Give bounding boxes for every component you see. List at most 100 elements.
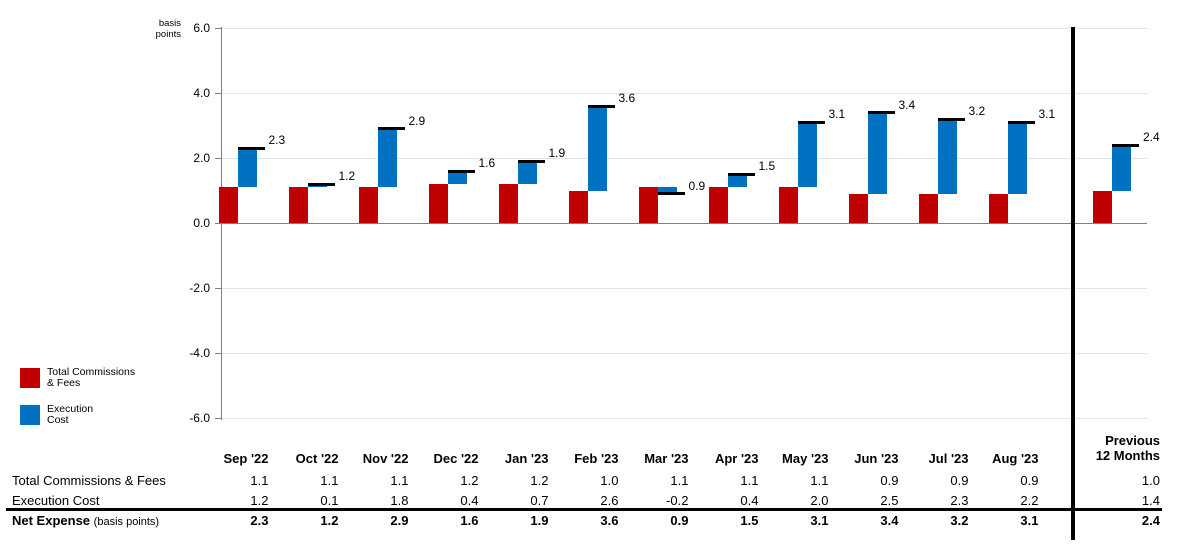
bar-total-commissions-fees <box>638 187 658 224</box>
table-cell: 2.9 <box>390 513 409 528</box>
y-axis-tick <box>214 288 221 289</box>
net-expense-marker <box>517 159 545 163</box>
table-col-header-previous: Previous <box>1105 433 1160 448</box>
table-cell: 1.1 <box>250 473 269 488</box>
table-cell: 2.3 <box>250 513 269 528</box>
table-col-header: Oct '22 <box>295 451 339 466</box>
net-expense-value-label: 3.1 <box>1038 107 1056 122</box>
bar-execution-cost <box>797 122 817 188</box>
table-col-header: Jun '23 <box>854 451 899 466</box>
net-expense-value-label: 1.2 <box>338 169 356 183</box>
bar-total-commissions-fees <box>848 193 868 224</box>
table-cell: 3.2 <box>950 513 969 528</box>
table-cell: 1.8 <box>390 493 409 508</box>
table-cell: 2.3 <box>950 493 969 508</box>
bar-execution-cost <box>657 187 677 194</box>
table-cell: 1.1 <box>810 473 829 488</box>
table-cell: 0.7 <box>530 493 549 508</box>
table-col-header: May '23 <box>782 451 829 466</box>
table-cell: 2.6 <box>600 493 619 508</box>
table-cell: 1.1 <box>740 473 759 488</box>
table-cell-previous: 2.4 <box>1141 513 1160 528</box>
table-cell: 2.2 <box>1020 493 1039 508</box>
table-col-header: Dec '22 <box>433 451 479 466</box>
net-expense-value-label: 2.3 <box>268 133 286 148</box>
gridline <box>220 353 1147 354</box>
table-col-header: Jul '23 <box>928 451 969 466</box>
execution-cost-swatch-icon <box>20 405 40 425</box>
net-expense-marker <box>797 120 825 124</box>
bar-total-commissions-fees <box>358 187 378 224</box>
net-expense-marker <box>1112 143 1139 147</box>
y-axis-tick-label: -2.0 <box>189 281 210 295</box>
zero-axis-line <box>220 223 1147 224</box>
bar-execution-cost <box>447 171 467 184</box>
legend-text-line: Execution <box>47 403 94 415</box>
y-axis-tick-label: 6.0 <box>193 21 210 35</box>
table-cell: 1.6 <box>460 513 479 528</box>
net-expense-marker <box>727 172 755 176</box>
net-expense-value-label: 0.9 <box>688 178 706 193</box>
net-expense-marker <box>867 111 895 114</box>
total-commissions-fees-swatch-icon <box>20 368 40 388</box>
bar-execution-cost <box>867 112 887 194</box>
y-axis-tick <box>214 28 221 29</box>
legend-item-execution-cost: Execution Cost <box>20 404 93 426</box>
net-expense-marker <box>587 104 615 108</box>
bar-total-commissions-fees <box>918 193 938 224</box>
bar-total-commissions-fees <box>778 187 798 224</box>
net-expense-marker <box>377 127 405 131</box>
net-expense-marker <box>307 182 335 186</box>
y-axis-tick <box>214 353 221 354</box>
table-cell: 0.4 <box>740 493 759 508</box>
net-expense-value-label: 3.1 <box>828 107 846 122</box>
table-cell-previous: 1.0 <box>1141 473 1160 488</box>
bar-execution-cost <box>1007 122 1027 194</box>
y-axis-tick <box>214 223 221 224</box>
table-cell: 1.2 <box>460 473 479 488</box>
gridline <box>220 288 1147 289</box>
row-label-execution-cost: Execution Cost <box>12 493 100 508</box>
gridline <box>220 93 1147 94</box>
row-label-net-expense: Net Expense (basis points) <box>12 514 159 529</box>
table-col-header: Feb '23 <box>574 451 619 466</box>
table-cell: 1.1 <box>390 473 409 488</box>
bar-total-commissions-fees <box>988 193 1008 224</box>
y-axis-tick-label: 4.0 <box>193 86 210 100</box>
row-label-total-commissions-fees: Total Commissions & Fees <box>12 473 166 488</box>
bar-execution-cost <box>727 174 747 188</box>
bar-execution-cost <box>307 184 327 188</box>
net-expense-value-label: 1.5 <box>758 159 776 174</box>
net-expense-label-text: Net Expense <box>12 513 91 528</box>
table-cell: 3.4 <box>880 513 899 528</box>
bar-execution-cost <box>587 106 607 191</box>
bar-total-commissions-fees <box>498 184 518 223</box>
table-cell: 0.9 <box>950 473 969 488</box>
gridline <box>220 28 1147 29</box>
table-cell: 2.5 <box>880 493 899 508</box>
table-total-divider-line <box>6 508 1162 511</box>
y-axis-tick-label: 2.0 <box>193 151 210 165</box>
bar-total-commissions-fees <box>218 187 238 224</box>
net-expense-marker <box>237 146 265 150</box>
y-axis-tick-label: -4.0 <box>189 346 210 360</box>
table-cell: 1.2 <box>530 473 549 488</box>
table-col-header: Sep '22 <box>223 451 269 466</box>
net-expense-marker <box>447 169 475 173</box>
table-col-header: Jan '23 <box>504 451 549 466</box>
bar-total-commissions-fees <box>288 187 308 224</box>
table-cell: 1.1 <box>320 473 339 488</box>
table-cell: 0.4 <box>460 493 479 508</box>
table-cell: 1.9 <box>530 513 549 528</box>
table-cell: 0.9 <box>880 473 899 488</box>
net-expense-marker <box>1007 120 1035 124</box>
table-cell: 0.1 <box>320 493 339 508</box>
table-col-header: Aug '23 <box>992 451 1039 466</box>
bar-total-commissions-fees <box>1093 190 1112 223</box>
table-cell: -0.2 <box>666 493 689 508</box>
bar-total-commissions-fees <box>428 184 448 223</box>
legend-label-execution-cost: Execution Cost <box>47 404 93 426</box>
